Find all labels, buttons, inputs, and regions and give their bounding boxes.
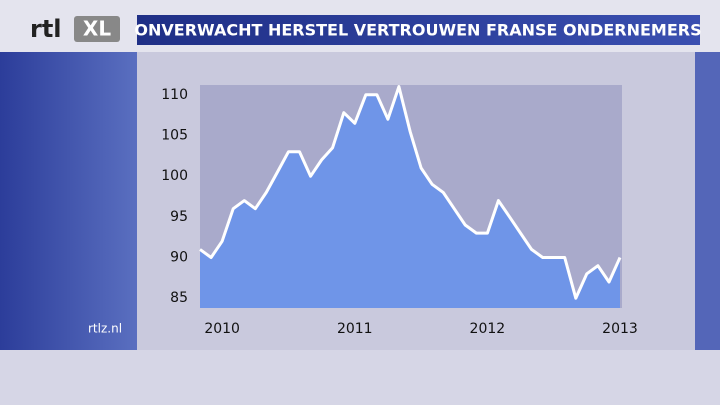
- logo: rtl: [30, 15, 62, 43]
- y-tick-label: 85: [170, 290, 188, 306]
- x-tick-label: 2011: [337, 321, 373, 337]
- line: [199, 85, 622, 300]
- logo-badge-bg: [74, 16, 120, 42]
- x-tick-label: 2012: [470, 321, 506, 337]
- y-tick-label: 100: [161, 168, 188, 184]
- x-tick-label: 2013: [602, 321, 638, 337]
- y-tick-label: 90: [170, 250, 188, 266]
- title-banner: [137, 15, 700, 45]
- y-tick-label: 95: [170, 209, 188, 225]
- chart: 85 90 95 100 105 110 2010 2011 2012 2013: [161, 85, 638, 337]
- y-tick-label: 105: [161, 127, 188, 143]
- source: rtlz.nl: [88, 322, 122, 336]
- right-panel: [695, 0, 720, 350]
- logo-badge: XL: [83, 17, 111, 41]
- bottom-strip: [0, 350, 720, 405]
- chart-title: ONVERWACHT HERSTEL VERTROUWEN FRANSE OND…: [134, 21, 701, 40]
- area: [200, 86, 620, 308]
- y-tick-label: 110: [161, 87, 188, 103]
- left-panel: [0, 0, 137, 350]
- x-tick-label: 2010: [204, 321, 240, 337]
